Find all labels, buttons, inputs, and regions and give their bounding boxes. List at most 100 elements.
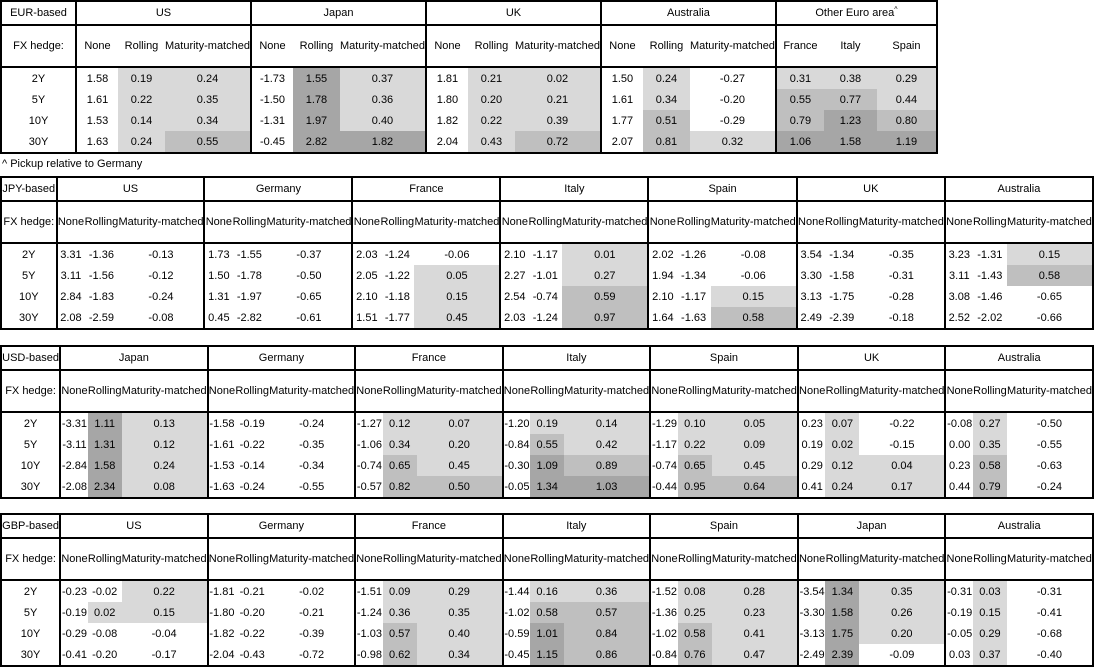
hedge-column-header: Rolling bbox=[87, 370, 122, 413]
hedge-column-header: Maturity-matched bbox=[266, 201, 353, 244]
tenor-row-label: 30Y bbox=[20, 648, 41, 661]
hedge-column-header: Rolling bbox=[676, 201, 711, 244]
table-row: 5Y 1.61 0.22 0.35 -1.50 1.78 0.36 1.80 0.20 0.21 1… bbox=[1, 89, 937, 110]
value-cell: -1.27 bbox=[354, 412, 383, 434]
value-cell: -0.24 bbox=[299, 417, 325, 430]
value-cell: 3.30 bbox=[795, 265, 825, 286]
tenor-row-label: 2Y bbox=[31, 72, 46, 85]
value-cell: -2.39 bbox=[829, 311, 855, 324]
value-cell: -0.24 bbox=[1036, 480, 1062, 493]
table-row: 5Y 3.11 -1.56 -0.12 1.50 -1.78 -0.50 2.05 -1.22 0… bbox=[1, 265, 1093, 286]
value-cell: 0.62 bbox=[382, 644, 417, 666]
value-cell: 1.81 bbox=[424, 67, 468, 89]
value-cell: 0.65 bbox=[382, 455, 417, 476]
value-cell: -0.74 bbox=[532, 290, 558, 303]
value-cell: 0.13 bbox=[121, 412, 208, 434]
country-group-header: US bbox=[55, 177, 205, 202]
value-cell: 0.05 bbox=[711, 412, 798, 434]
value-cell: 0.15 bbox=[710, 286, 797, 307]
value-cell: -1.20 bbox=[501, 412, 531, 434]
country-group-name: UK bbox=[863, 183, 879, 195]
value-cell: -3.30 bbox=[796, 602, 826, 623]
value-cell: 1.73 bbox=[203, 243, 233, 265]
value-cell: 2.03 bbox=[351, 243, 381, 265]
tenor-row-label: 2Y bbox=[23, 417, 38, 430]
base-currency-label: JPY-based bbox=[1, 177, 57, 202]
value-cell: 3.11 bbox=[55, 265, 85, 286]
value-cell: 2.54 bbox=[499, 286, 529, 307]
value-cell: 2.84 bbox=[55, 286, 85, 307]
value-cell: -0.65 bbox=[1036, 290, 1062, 303]
value-cell: -0.35 bbox=[299, 438, 325, 451]
country-group-name: Germany bbox=[255, 183, 302, 195]
country-group-header: UK bbox=[796, 346, 946, 371]
value-cell: -1.17 bbox=[681, 290, 707, 303]
sub-country-header: France bbox=[774, 25, 824, 68]
country-group-header: Spain bbox=[649, 346, 798, 371]
value-cell: 1.80 bbox=[424, 89, 468, 110]
hedge-column-header: Rolling bbox=[824, 201, 859, 244]
value-cell: 0.02 bbox=[825, 434, 860, 455]
table-row: 2Y -0.23 -0.02 0.22 -1.81 -0.21 -0.02 -1.51 0.09… bbox=[1, 580, 1093, 602]
usd-based-table-container: USD-based Japan Germany France Italy Spain UK A… bbox=[0, 345, 1094, 499]
value-cell: -0.13 bbox=[148, 248, 174, 261]
value-cell: -1.58 bbox=[206, 412, 236, 434]
hedge-column-header: Rolling bbox=[467, 25, 515, 68]
hedge-column-header: None bbox=[55, 201, 85, 244]
tenor-row-label: 2Y bbox=[22, 248, 36, 261]
value-cell: 0.27 bbox=[973, 412, 1007, 434]
value-cell: -0.55 bbox=[1036, 438, 1062, 451]
value-cell: 0.22 bbox=[118, 89, 165, 110]
country-group-name: France bbox=[411, 520, 446, 532]
country-group-name: Spain bbox=[709, 520, 738, 532]
value-cell: 0.58 bbox=[710, 307, 797, 329]
value-cell: -1.77 bbox=[384, 311, 410, 324]
country-group-header: UK bbox=[424, 1, 601, 26]
value-cell: -2.02 bbox=[977, 311, 1003, 324]
value-cell: 2.10 bbox=[647, 286, 677, 307]
value-cell: -0.43 bbox=[239, 648, 265, 661]
hedge-column-header: Maturity-matched bbox=[711, 370, 798, 413]
footnote-text: ^ Pickup relative to Germany bbox=[2, 158, 143, 170]
hedge-column-header: None bbox=[354, 538, 383, 581]
hedge-column-header: None bbox=[501, 370, 531, 413]
country-group-name: Other Euro area bbox=[815, 7, 895, 19]
value-cell: 2.10 bbox=[499, 243, 529, 265]
value-cell: -0.08 bbox=[92, 627, 118, 640]
hedge-column-header: Rolling bbox=[972, 538, 1007, 581]
tenor-row-label: 30Y bbox=[18, 311, 39, 324]
value-cell: 0.35 bbox=[165, 89, 251, 110]
value-cell: -1.46 bbox=[977, 290, 1003, 303]
value-cell: 0.79 bbox=[774, 110, 824, 131]
value-cell: -1.36 bbox=[649, 602, 678, 623]
value-cell: 0.82 bbox=[382, 476, 417, 498]
value-cell: 0.41 bbox=[796, 476, 826, 498]
value-cell: 0.65 bbox=[677, 455, 712, 476]
hedge-column-header: None bbox=[796, 538, 826, 581]
value-cell: -0.72 bbox=[299, 648, 325, 661]
value-cell: 0.22 bbox=[467, 110, 515, 131]
value-cell: 1.94 bbox=[647, 265, 677, 286]
value-cell: 0.72 bbox=[514, 131, 601, 153]
hedge-column-header: Rolling bbox=[87, 538, 122, 581]
value-cell: -0.34 bbox=[299, 459, 325, 472]
value-cell: 0.16 bbox=[530, 580, 565, 602]
value-cell: 0.02 bbox=[514, 67, 601, 89]
value-cell: 3.54 bbox=[795, 243, 825, 265]
value-cell: -3.54 bbox=[796, 580, 826, 602]
value-cell: 0.31 bbox=[774, 67, 824, 89]
value-cell: 0.08 bbox=[677, 580, 712, 602]
value-cell: 0.89 bbox=[564, 455, 651, 476]
hedge-column-header: None bbox=[354, 370, 383, 413]
country-group-header: France bbox=[351, 177, 501, 202]
value-cell: -1.02 bbox=[649, 623, 678, 644]
value-cell: -1.52 bbox=[649, 580, 678, 602]
table-row: 30Y 1.63 0.24 0.55 -0.45 2.82 1.82 2.04 0.43 0.72… bbox=[1, 131, 937, 153]
value-cell: -1.43 bbox=[977, 269, 1003, 282]
jpy-based-table: JPY-based US Germany France Italy Spain UK Aust… bbox=[0, 176, 1094, 330]
value-cell: 0.23 bbox=[711, 602, 798, 623]
hedge-column-header: Maturity-matched bbox=[514, 25, 601, 68]
value-cell: -0.65 bbox=[296, 290, 322, 303]
tenor-row-label: 5Y bbox=[23, 438, 38, 451]
value-cell: 1.58 bbox=[825, 602, 860, 623]
